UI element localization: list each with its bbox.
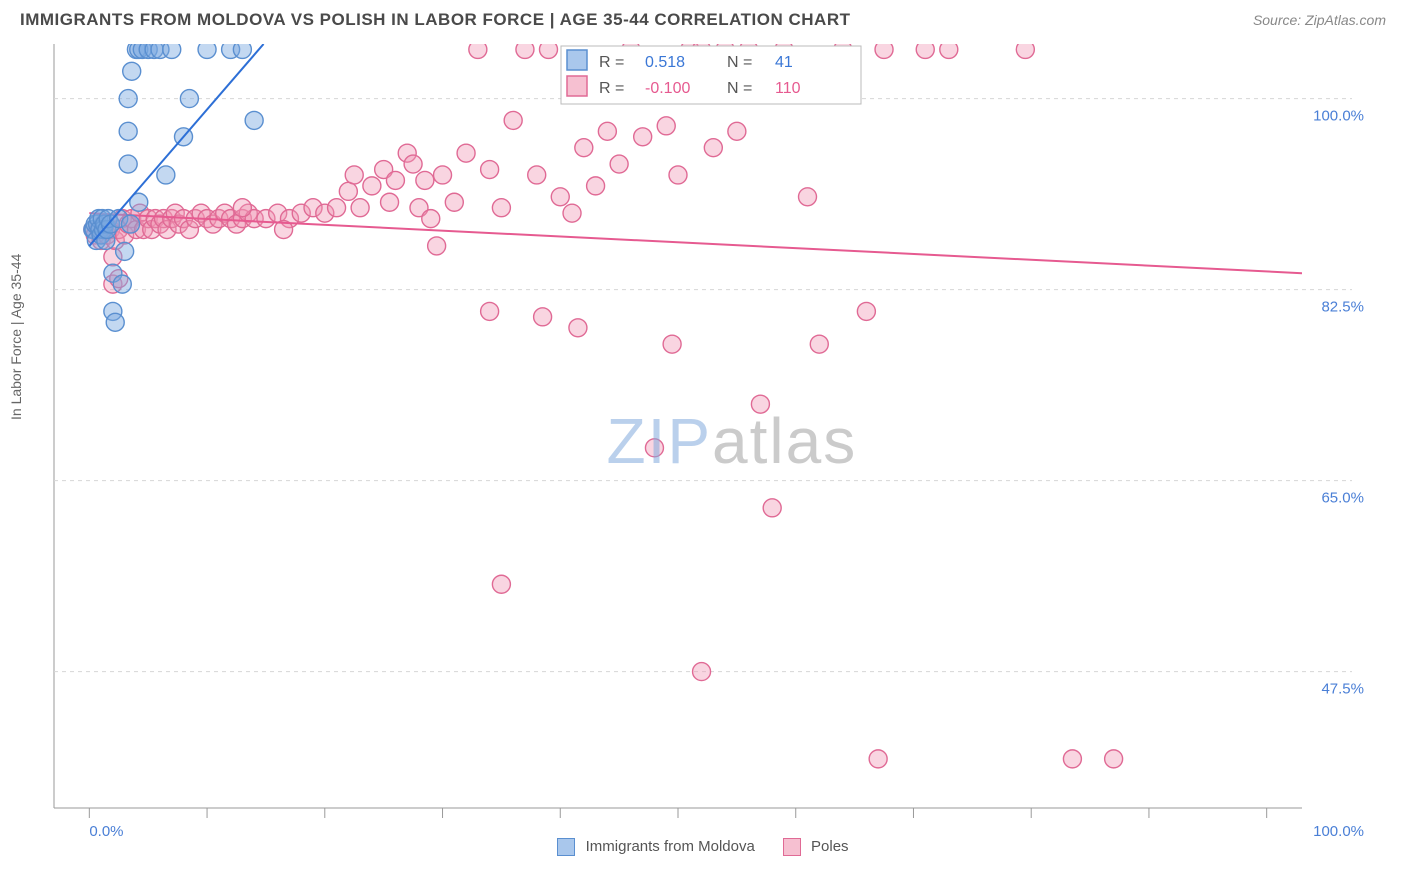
svg-text:110: 110 <box>775 80 801 97</box>
source-attribution: Source: ZipAtlas.com <box>1253 12 1386 28</box>
header-bar: IMMIGRANTS FROM MOLDOVA VS POLISH IN LAB… <box>0 0 1406 36</box>
legend-swatch-moldova <box>557 838 575 856</box>
svg-text:R =: R = <box>599 80 624 97</box>
svg-text:100.0%: 100.0% <box>1313 823 1364 836</box>
legend-item-moldova: Immigrants from Moldova <box>557 838 754 856</box>
chart-container: 47.5% 65.0% 82.5% 100.0% 0.0% 100.0% R = 0.518 N… <box>42 36 1386 836</box>
y-axis-label: In Labor Force | Age 35-44 <box>8 254 24 420</box>
svg-text:65.0%: 65.0% <box>1321 490 1364 507</box>
bottom-legend: Immigrants from Moldova Poles <box>0 838 1406 856</box>
svg-text:N =: N = <box>727 54 752 71</box>
svg-text:100.0%: 100.0% <box>1313 108 1364 125</box>
svg-text:47.5%: 47.5% <box>1321 681 1364 698</box>
svg-text:0.0%: 0.0% <box>89 823 123 836</box>
svg-text:R =: R = <box>599 54 624 71</box>
legend-swatch-poles <box>783 838 801 856</box>
legend-label-moldova: Immigrants from Moldova <box>586 838 755 855</box>
svg-text:41: 41 <box>775 54 793 71</box>
legend-label-poles: Poles <box>811 838 849 855</box>
chart-title: IMMIGRANTS FROM MOLDOVA VS POLISH IN LAB… <box>20 10 851 30</box>
svg-text:82.5%: 82.5% <box>1321 299 1364 316</box>
scatter-chart: 47.5% 65.0% 82.5% 100.0% 0.0% 100.0% R = 0.518 N… <box>42 36 1386 836</box>
legend-item-poles: Poles <box>783 838 849 856</box>
svg-text:N =: N = <box>727 80 752 97</box>
source-name: ZipAtlas.com <box>1305 12 1386 28</box>
source-prefix: Source: <box>1253 12 1305 28</box>
svg-text:0.518: 0.518 <box>645 54 685 71</box>
svg-text:-0.100: -0.100 <box>645 80 690 97</box>
